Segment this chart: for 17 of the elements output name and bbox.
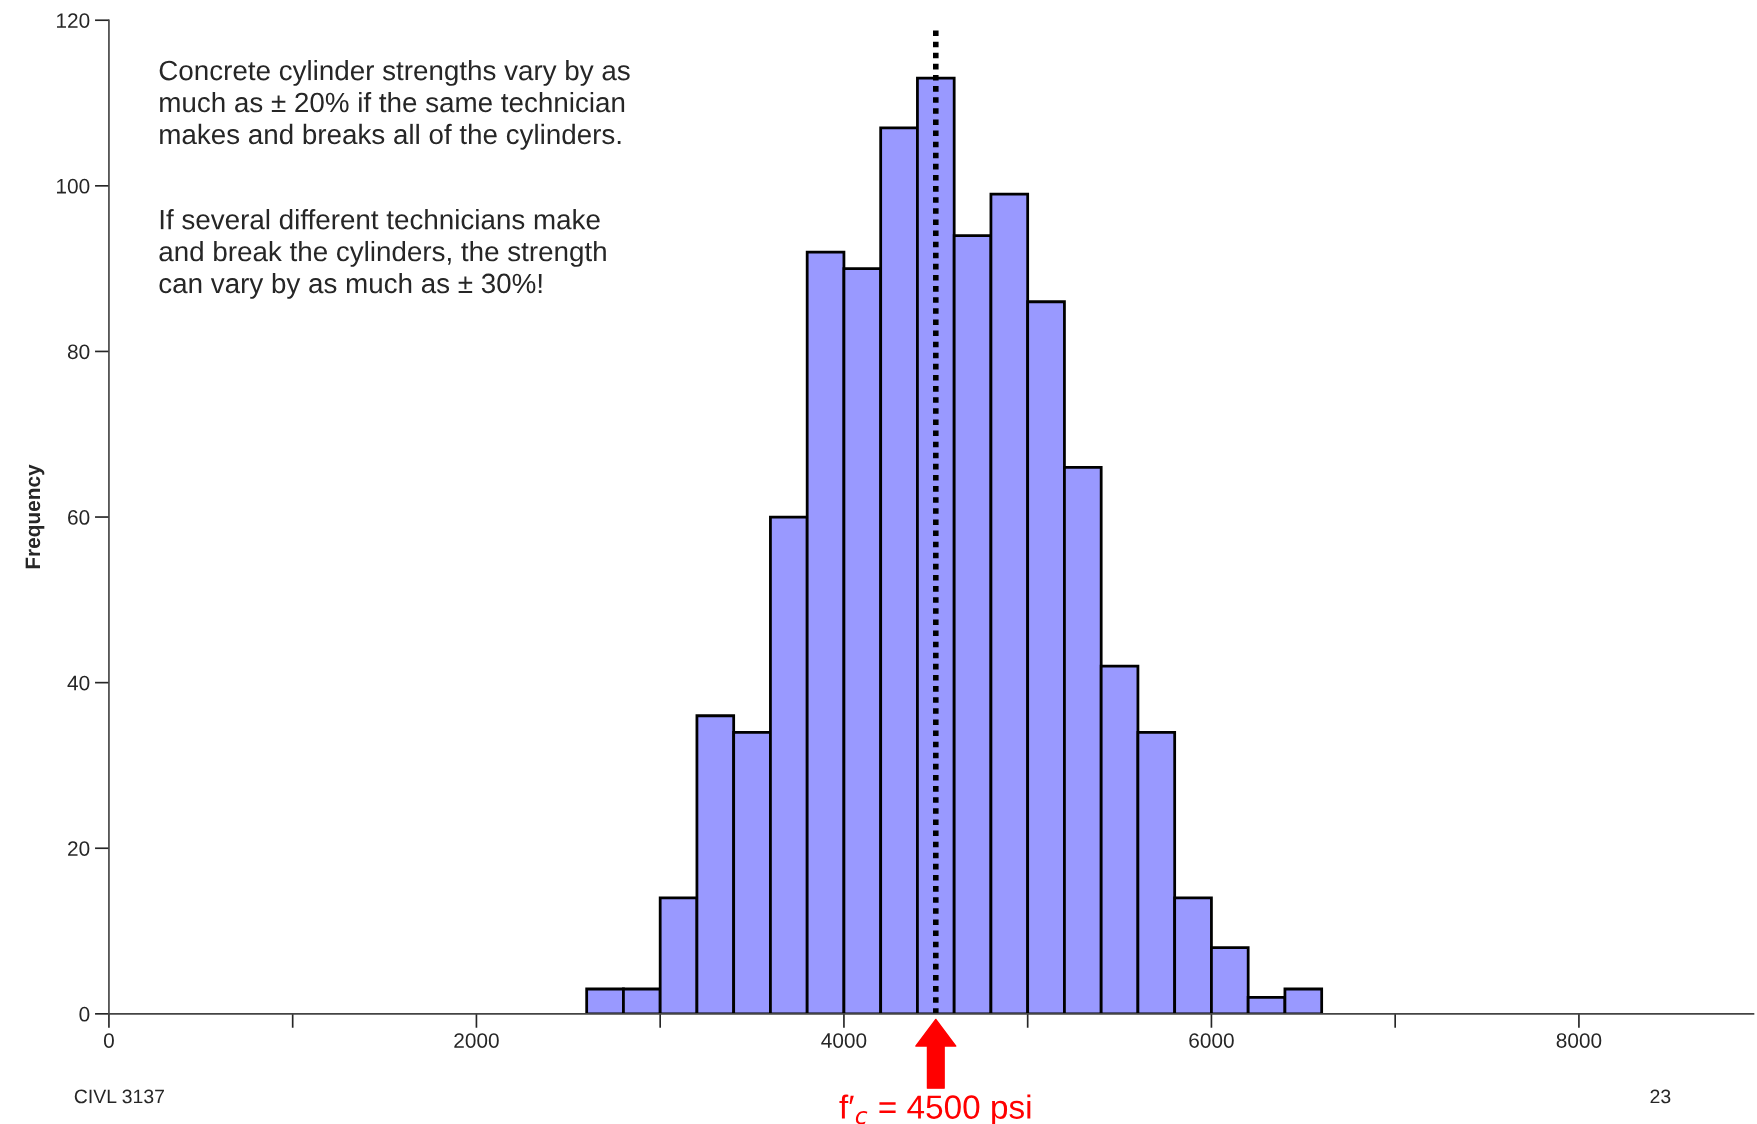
y-tick-label: 120 [57,13,90,28]
y-tick-label: 80 [67,344,90,360]
annotation: If several different technicians make and break the cylinders, the strength can vary by as much as ± 30%! [159,209,606,299]
x-tick-label: 8000 [1556,1033,1602,1048]
x-tick-label: 0 [103,1033,114,1048]
annotation: Concrete cylinder strengths vary by as much as ± 20% if the same technician makes and breaks all of the cylinders. [159,59,630,150]
y-axis-title: Frequency [25,464,45,569]
y-tick-label: 40 [67,675,90,691]
text: 23 [1650,1089,1671,1104]
y-tick-label: 0 [79,1006,90,1022]
y-tick-label: 20 [68,841,90,856]
text: CIVL 3137 [74,1089,164,1104]
x-tick-label: 6000 [1189,1033,1234,1048]
y-tick-label: 100 [57,178,90,194]
x-tick-label: 4000 [821,1033,867,1048]
y-tick-label: 60 [68,510,90,525]
x-tick-label: 2000 [454,1033,499,1048]
